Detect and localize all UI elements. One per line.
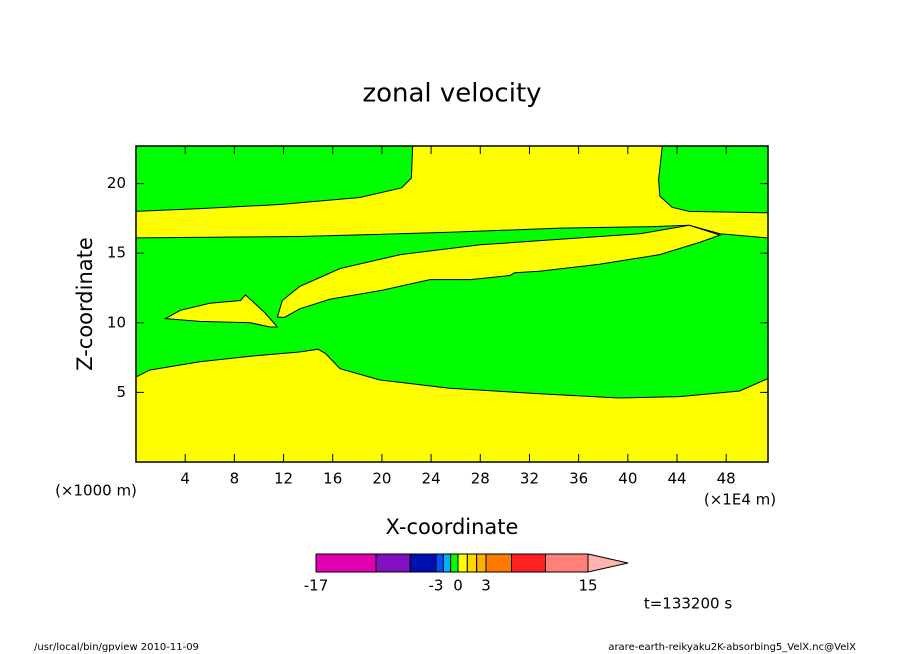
x-unit-left: (×1000 m) — [55, 482, 137, 500]
y-tick-label: 15 — [107, 244, 126, 262]
footer-left: /usr/local/bin/gpview 2010-11-09 — [34, 642, 199, 653]
contour-region — [276, 224, 722, 318]
contour-region — [135, 145, 414, 212]
x-tick-label: 48 — [717, 470, 736, 488]
y-tick-label: 5 — [116, 383, 126, 401]
colorbar-segment — [315, 553, 377, 573]
colorbar-tick-label: 0 — [453, 577, 463, 595]
colorbar-segment — [450, 553, 459, 573]
x-tick-label: 4 — [180, 470, 190, 488]
colorbar-segment — [545, 553, 589, 573]
contour-region — [658, 145, 769, 214]
x-axis-label: X-coordinate — [386, 515, 519, 539]
x-tick-label: 20 — [372, 470, 391, 488]
y-tick-label: 20 — [107, 174, 126, 192]
x-tick-label: 8 — [230, 470, 240, 488]
colorbar-extension — [587, 553, 629, 573]
x-unit-right: (×1E4 m) — [704, 491, 776, 509]
x-tick-label: 28 — [471, 470, 490, 488]
x-tick-label: 32 — [520, 470, 539, 488]
plot-frame — [135, 145, 769, 463]
time-label: t=133200 s — [644, 595, 732, 613]
colorbar-segment — [435, 553, 444, 573]
colorbar-segment — [485, 553, 512, 573]
colorbar-segment — [442, 553, 452, 573]
contour-region — [135, 224, 769, 399]
colorbar: -17 -3 0 3 15 — [304, 553, 629, 595]
colorbar-segment — [511, 553, 546, 573]
x-tick-label: 24 — [422, 470, 441, 488]
colorbar-segment — [466, 553, 478, 573]
colorbar-segment — [476, 553, 487, 573]
colorbar-tick-label: -3 — [429, 577, 444, 595]
contour-region — [163, 294, 279, 328]
colorbar-segment — [375, 553, 411, 573]
colorbar-tick-label: -17 — [304, 577, 329, 595]
colorbar-segment — [457, 553, 468, 573]
x-tick-label: 16 — [323, 470, 342, 488]
x-tick-label: 44 — [667, 470, 686, 488]
x-tick-label: 40 — [618, 470, 637, 488]
footer-right: arare-earth-reikyaku2K-absorbing5_VelX.n… — [608, 642, 856, 653]
y-axis-label: Z-coordinate — [73, 237, 97, 371]
colorbar-tick-label: 3 — [481, 577, 491, 595]
y-tick-label: 10 — [107, 313, 126, 331]
chart-title: zonal velocity — [362, 79, 541, 109]
colorbar-segment — [409, 553, 437, 573]
x-tick-label: 36 — [569, 470, 588, 488]
x-tick-label: 12 — [274, 470, 293, 488]
colorbar-tick-label: 15 — [578, 577, 597, 595]
